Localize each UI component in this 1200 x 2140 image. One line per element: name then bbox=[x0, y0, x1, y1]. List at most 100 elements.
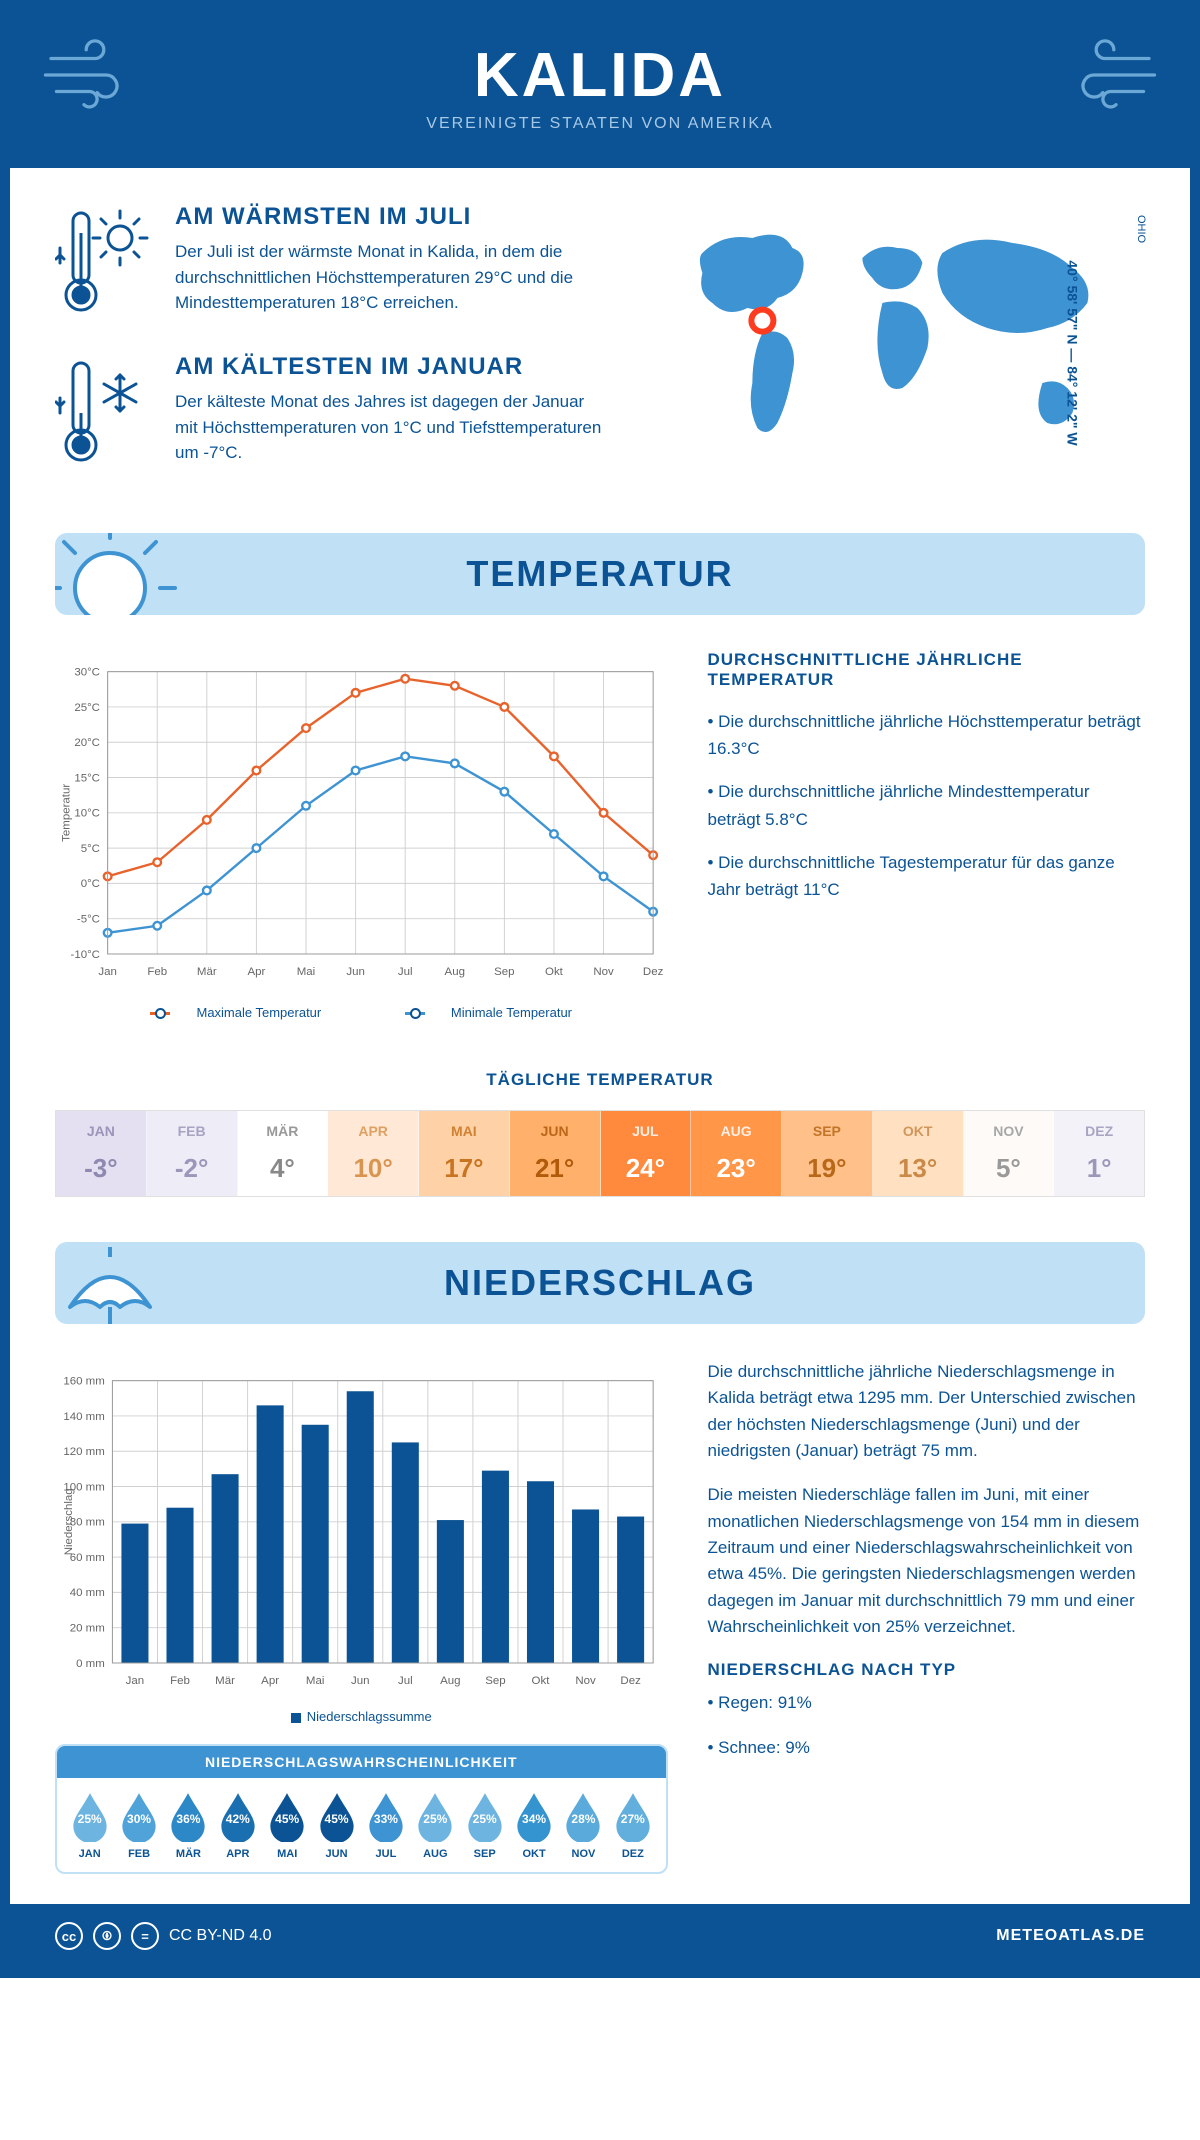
precip-type-heading: NIEDERSCHLAG NACH TYP bbox=[708, 1660, 1146, 1680]
warmest-fact: AM WÄRMSTEN IM JULI Der Juli ist der wär… bbox=[55, 203, 610, 328]
svg-text:30°C: 30°C bbox=[74, 666, 100, 678]
temp-cell: APR10° bbox=[328, 1111, 419, 1196]
svg-text:Jan: Jan bbox=[126, 1675, 144, 1687]
probability-item: 28%NOV bbox=[559, 1790, 608, 1860]
temp-bullet-3: • Die durchschnittliche Tagestemperatur … bbox=[708, 849, 1146, 903]
temp-bullet-1: • Die durchschnittliche jährliche Höchst… bbox=[708, 708, 1146, 762]
temp-legend: Maximale Temperatur Minimale Temperatur bbox=[55, 990, 668, 1035]
probability-item: 27%DEZ bbox=[608, 1790, 657, 1860]
probability-item: 33%JUL bbox=[361, 1790, 410, 1860]
svg-text:15°C: 15°C bbox=[74, 772, 100, 784]
svg-text:Niederschlag: Niederschlag bbox=[63, 1488, 75, 1555]
svg-text:Mär: Mär bbox=[197, 966, 217, 978]
svg-text:5°C: 5°C bbox=[81, 843, 100, 855]
svg-text:0 mm: 0 mm bbox=[76, 1658, 105, 1670]
temperature-line-chart: -10°C-5°C0°C5°C10°C15°C20°C25°C30°CJanFe… bbox=[55, 650, 668, 990]
svg-text:Aug: Aug bbox=[445, 966, 465, 978]
wind-icon-right bbox=[1050, 30, 1160, 120]
svg-text:Sep: Sep bbox=[485, 1675, 505, 1687]
coldest-text: Der kälteste Monat des Jahres ist dagege… bbox=[175, 389, 610, 466]
probability-item: 30%FEB bbox=[114, 1790, 163, 1860]
cc-icon: cc bbox=[55, 1922, 83, 1950]
svg-text:Jul: Jul bbox=[398, 966, 413, 978]
temp-summary-heading: DURCHSCHNITTLICHE JÄHRLICHE TEMPERATUR bbox=[708, 650, 1146, 690]
svg-text:0°C: 0°C bbox=[81, 878, 100, 890]
svg-text:Mai: Mai bbox=[297, 966, 315, 978]
warmest-text: Der Juli ist der wärmste Monat in Kalida… bbox=[175, 239, 610, 316]
temp-bullet-2: • Die durchschnittliche jährliche Mindes… bbox=[708, 778, 1146, 832]
svg-text:Nov: Nov bbox=[593, 966, 614, 978]
region-label: OHIO bbox=[1135, 215, 1147, 243]
svg-text:120 mm: 120 mm bbox=[63, 1446, 104, 1458]
sun-icon bbox=[55, 533, 180, 615]
temp-cell: MAI17° bbox=[419, 1111, 510, 1196]
license-text: CC BY-ND 4.0 bbox=[169, 1927, 272, 1945]
probability-item: 42%APR bbox=[213, 1790, 262, 1860]
probability-item: 25%SEP bbox=[460, 1790, 509, 1860]
footer: cc 🅯 = CC BY-ND 4.0 METEOATLAS.DE bbox=[10, 1904, 1190, 1968]
precip-paragraph-2: Die meisten Niederschläge fallen im Juni… bbox=[708, 1482, 1146, 1640]
temp-cell: NOV5° bbox=[964, 1111, 1055, 1196]
svg-text:Sep: Sep bbox=[494, 966, 514, 978]
umbrella-icon bbox=[55, 1242, 180, 1324]
svg-text:Jan: Jan bbox=[98, 966, 116, 978]
svg-text:Okt: Okt bbox=[545, 966, 564, 978]
temp-cell: AUG23° bbox=[691, 1111, 782, 1196]
svg-text:Mär: Mär bbox=[215, 1675, 235, 1687]
svg-text:Jun: Jun bbox=[346, 966, 365, 978]
svg-text:25°C: 25°C bbox=[74, 702, 100, 714]
svg-text:-5°C: -5°C bbox=[77, 914, 100, 926]
svg-text:Jul: Jul bbox=[398, 1675, 413, 1687]
temp-cell: SEP19° bbox=[782, 1111, 873, 1196]
precip-type-1: • Regen: 91% bbox=[708, 1690, 1146, 1716]
temp-cell: JUL24° bbox=[601, 1111, 692, 1196]
svg-text:Apr: Apr bbox=[247, 966, 265, 978]
svg-text:Aug: Aug bbox=[440, 1675, 460, 1687]
infographic: KALIDA VEREINIGTE STAATEN VON AMERIKA AM… bbox=[0, 0, 1200, 1978]
coldest-fact: AM KÄLTESTEN IM JANUAR Der kälteste Mona… bbox=[55, 353, 610, 478]
by-icon: 🅯 bbox=[93, 1922, 121, 1950]
site-name: METEOATLAS.DE bbox=[996, 1927, 1145, 1945]
temp-cell: JAN-3° bbox=[56, 1111, 147, 1196]
temp-cell: FEB-2° bbox=[147, 1111, 238, 1196]
warmest-heading: AM WÄRMSTEN IM JULI bbox=[175, 203, 610, 231]
svg-text:Jun: Jun bbox=[351, 1675, 370, 1687]
svg-text:Feb: Feb bbox=[170, 1675, 190, 1687]
svg-text:Dez: Dez bbox=[620, 1675, 641, 1687]
svg-text:160 mm: 160 mm bbox=[63, 1375, 104, 1387]
nd-icon: = bbox=[131, 1922, 159, 1950]
daily-temp-table: JAN-3°FEB-2°MÄR4°APR10°MAI17°JUN21°JUL24… bbox=[55, 1110, 1145, 1197]
temp-cell: DEZ1° bbox=[1054, 1111, 1144, 1196]
probability-item: 45%MAI bbox=[263, 1790, 312, 1860]
probability-item: 45%JUN bbox=[312, 1790, 361, 1860]
thermometer-snow-icon bbox=[55, 353, 155, 478]
coordinates: 40° 58' 57" N — 84° 12' 2" W bbox=[1064, 260, 1080, 445]
temperature-title: TEMPERATUR bbox=[55, 553, 1145, 595]
probability-item: 34%OKT bbox=[509, 1790, 558, 1860]
svg-text:Apr: Apr bbox=[261, 1675, 279, 1687]
svg-text:140 mm: 140 mm bbox=[63, 1411, 104, 1423]
coldest-heading: AM KÄLTESTEN IM JANUAR bbox=[175, 353, 610, 381]
svg-text:Mai: Mai bbox=[306, 1675, 324, 1687]
precip-legend: Niederschlagssumme bbox=[55, 1699, 668, 1744]
svg-text:20°C: 20°C bbox=[74, 737, 100, 749]
temp-cell: OKT13° bbox=[873, 1111, 964, 1196]
precipitation-bar-chart: 0 mm20 mm40 mm60 mm80 mm100 mm120 mm140 … bbox=[55, 1359, 668, 1699]
precip-type-2: • Schnee: 9% bbox=[708, 1735, 1146, 1761]
city-title: KALIDA bbox=[30, 40, 1170, 111]
probability-title: NIEDERSCHLAGSWAHRSCHEINLICHKEIT bbox=[57, 1746, 666, 1778]
temperature-banner: TEMPERATUR bbox=[55, 533, 1145, 615]
probability-box: NIEDERSCHLAGSWAHRSCHEINLICHKEIT 25%JAN30… bbox=[55, 1744, 668, 1874]
svg-text:Okt: Okt bbox=[532, 1675, 551, 1687]
svg-text:Nov: Nov bbox=[575, 1675, 596, 1687]
intro-section: AM WÄRMSTEN IM JULI Der Juli ist der wär… bbox=[10, 168, 1190, 533]
precipitation-banner: NIEDERSCHLAG bbox=[55, 1242, 1145, 1324]
wind-icon-left bbox=[40, 30, 150, 120]
probability-item: 36%MÄR bbox=[164, 1790, 213, 1860]
svg-text:Dez: Dez bbox=[643, 966, 664, 978]
probability-item: 25%AUG bbox=[411, 1790, 460, 1860]
svg-text:Feb: Feb bbox=[147, 966, 167, 978]
precip-paragraph-1: Die durchschnittliche jährliche Niedersc… bbox=[708, 1359, 1146, 1464]
svg-text:Temperatur: Temperatur bbox=[60, 784, 72, 842]
country-subtitle: VEREINIGTE STAATEN VON AMERIKA bbox=[30, 115, 1170, 133]
